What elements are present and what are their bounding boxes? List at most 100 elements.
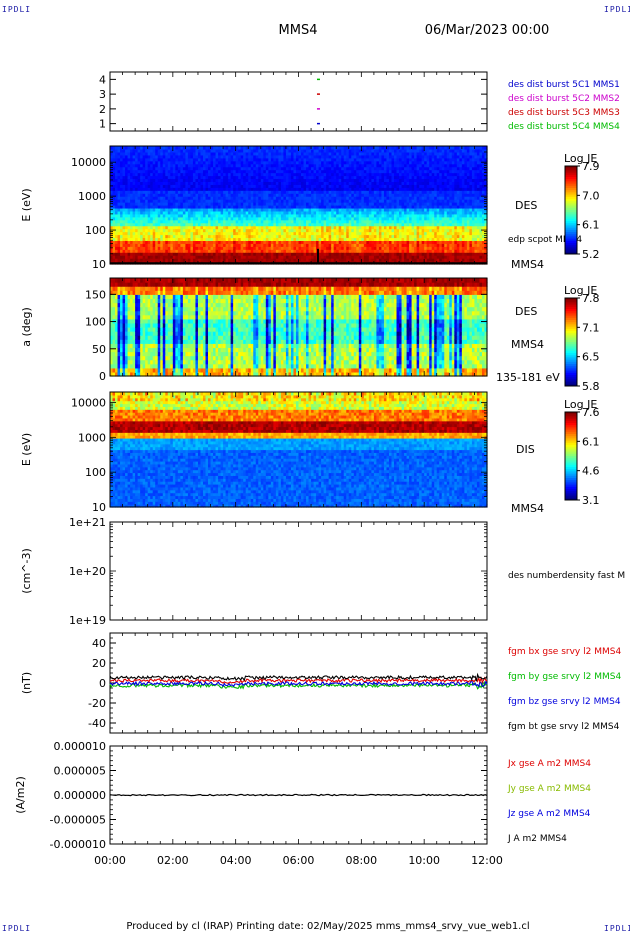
- heatmap-cell: [152, 157, 156, 162]
- heatmap-cell: [165, 249, 169, 253]
- heatmap-cell: [115, 225, 119, 230]
- heatmap-cell: [162, 181, 166, 185]
- heatmap-cell: [182, 148, 186, 153]
- heatmap-cell: [117, 231, 121, 236]
- heatmap-cell: [180, 181, 184, 185]
- heatmap-cell: [192, 193, 197, 197]
- heatmap-cell: [145, 205, 149, 209]
- heatmap-cell: [135, 157, 139, 162]
- heatmap-cell: [192, 169, 197, 174]
- heatmap-cell: [167, 252, 171, 256]
- heatmap-cell: [112, 151, 116, 156]
- heatmap-cell: [140, 258, 144, 262]
- heatmap-cell: [140, 252, 144, 256]
- heatmap-cell: [172, 246, 176, 250]
- heatmap-cell: [127, 255, 131, 259]
- heatmap-cell: [170, 160, 174, 165]
- heatmap-cell: [172, 213, 176, 218]
- heatmap-cell: [172, 237, 176, 241]
- heatmap-cell: [192, 246, 197, 250]
- heatmap-cell: [180, 157, 184, 162]
- heatmap-cell: [147, 219, 151, 224]
- heatmap-cell: [165, 213, 169, 218]
- heatmap-cell: [150, 184, 154, 188]
- heatmap-cell: [132, 237, 136, 241]
- heatmap-cell: [170, 249, 174, 253]
- heatmap-cell: [165, 258, 169, 262]
- heatmap-cell: [160, 187, 164, 191]
- heatmap-cell: [177, 219, 181, 224]
- heatmap-cell: [145, 249, 149, 253]
- heatmap-cell: [192, 202, 197, 206]
- heatmap-cell: [182, 207, 186, 212]
- heatmap-cell: [132, 146, 136, 150]
- heatmap-cell: [157, 237, 161, 241]
- heatmap-cell: [147, 202, 151, 206]
- heatmap-cell: [157, 231, 161, 236]
- heatmap-cell: [110, 175, 114, 180]
- heatmap-cell: [192, 243, 197, 247]
- legend-entry: des dist burst 5C4 MMS4: [508, 122, 620, 132]
- heatmap-cell: [155, 219, 159, 224]
- heatmap-cell: [185, 258, 189, 262]
- heatmap-cell: [147, 163, 151, 168]
- heatmap-cell: [185, 213, 189, 218]
- heatmap-cell: [147, 169, 151, 174]
- heatmap-cell: [177, 246, 181, 250]
- heatmap-cell: [122, 187, 126, 191]
- heatmap-cell: [167, 169, 171, 174]
- heatmap-cell: [120, 255, 124, 259]
- heatmap-cell: [192, 199, 197, 203]
- heatmap-cell: [175, 157, 179, 162]
- heatmap-cell: [190, 213, 194, 218]
- heatmap-cell: [147, 184, 151, 188]
- heatmap-cell: [122, 160, 126, 165]
- heatmap-cell: [125, 172, 129, 177]
- heatmap-cell: [117, 154, 121, 159]
- heatmap-cell: [175, 255, 179, 259]
- heatmap-cell: [175, 246, 179, 250]
- heatmap-cell: [157, 190, 161, 194]
- heatmap-cell: [127, 202, 131, 206]
- heatmap-cell: [145, 146, 149, 150]
- heatmap-cell: [165, 151, 169, 156]
- heatmap-cell: [160, 249, 164, 253]
- heatmap-cell: [190, 178, 194, 182]
- heatmap-cell: [177, 175, 181, 180]
- heatmap-cell: [125, 207, 129, 212]
- heatmap-cell: [185, 190, 189, 194]
- heatmap-cell: [177, 172, 181, 177]
- heatmap-cell: [167, 166, 171, 171]
- heatmap-cell: [150, 163, 154, 168]
- heatmap-cell: [162, 157, 166, 162]
- heatmap-cell: [137, 184, 141, 188]
- heatmap-cell: [162, 187, 166, 191]
- heatmap-cell: [125, 234, 129, 239]
- heatmap-cell: [130, 184, 134, 188]
- heatmap-cell: [180, 160, 184, 165]
- heatmap-cell: [150, 249, 154, 253]
- heatmap-cell: [140, 213, 144, 218]
- heatmap-cell: [130, 228, 134, 233]
- heatmap-cell: [120, 225, 124, 230]
- heatmap-cell: [157, 252, 161, 256]
- heatmap-cell: [187, 160, 192, 165]
- heatmap-cell: [147, 237, 151, 241]
- heatmap-cell: [122, 210, 126, 215]
- heatmap-cell: [127, 246, 131, 250]
- heatmap-cell: [172, 157, 176, 162]
- heatmap-cell: [137, 187, 141, 191]
- heatmap-cell: [152, 163, 156, 168]
- heatmap-cell: [117, 234, 121, 239]
- heatmap-cell: [172, 225, 176, 230]
- heatmap-cell: [187, 240, 192, 244]
- heatmap-cell: [117, 216, 121, 221]
- heatmap-cell: [145, 225, 149, 230]
- heatmap-cell: [135, 222, 139, 227]
- heatmap-cell: [162, 249, 166, 253]
- heatmap-cell: [187, 187, 192, 191]
- heatmap-cell: [135, 148, 139, 153]
- heatmap-cell: [175, 213, 179, 218]
- heatmap-cell: [135, 178, 139, 182]
- heatmap-cell: [187, 228, 192, 233]
